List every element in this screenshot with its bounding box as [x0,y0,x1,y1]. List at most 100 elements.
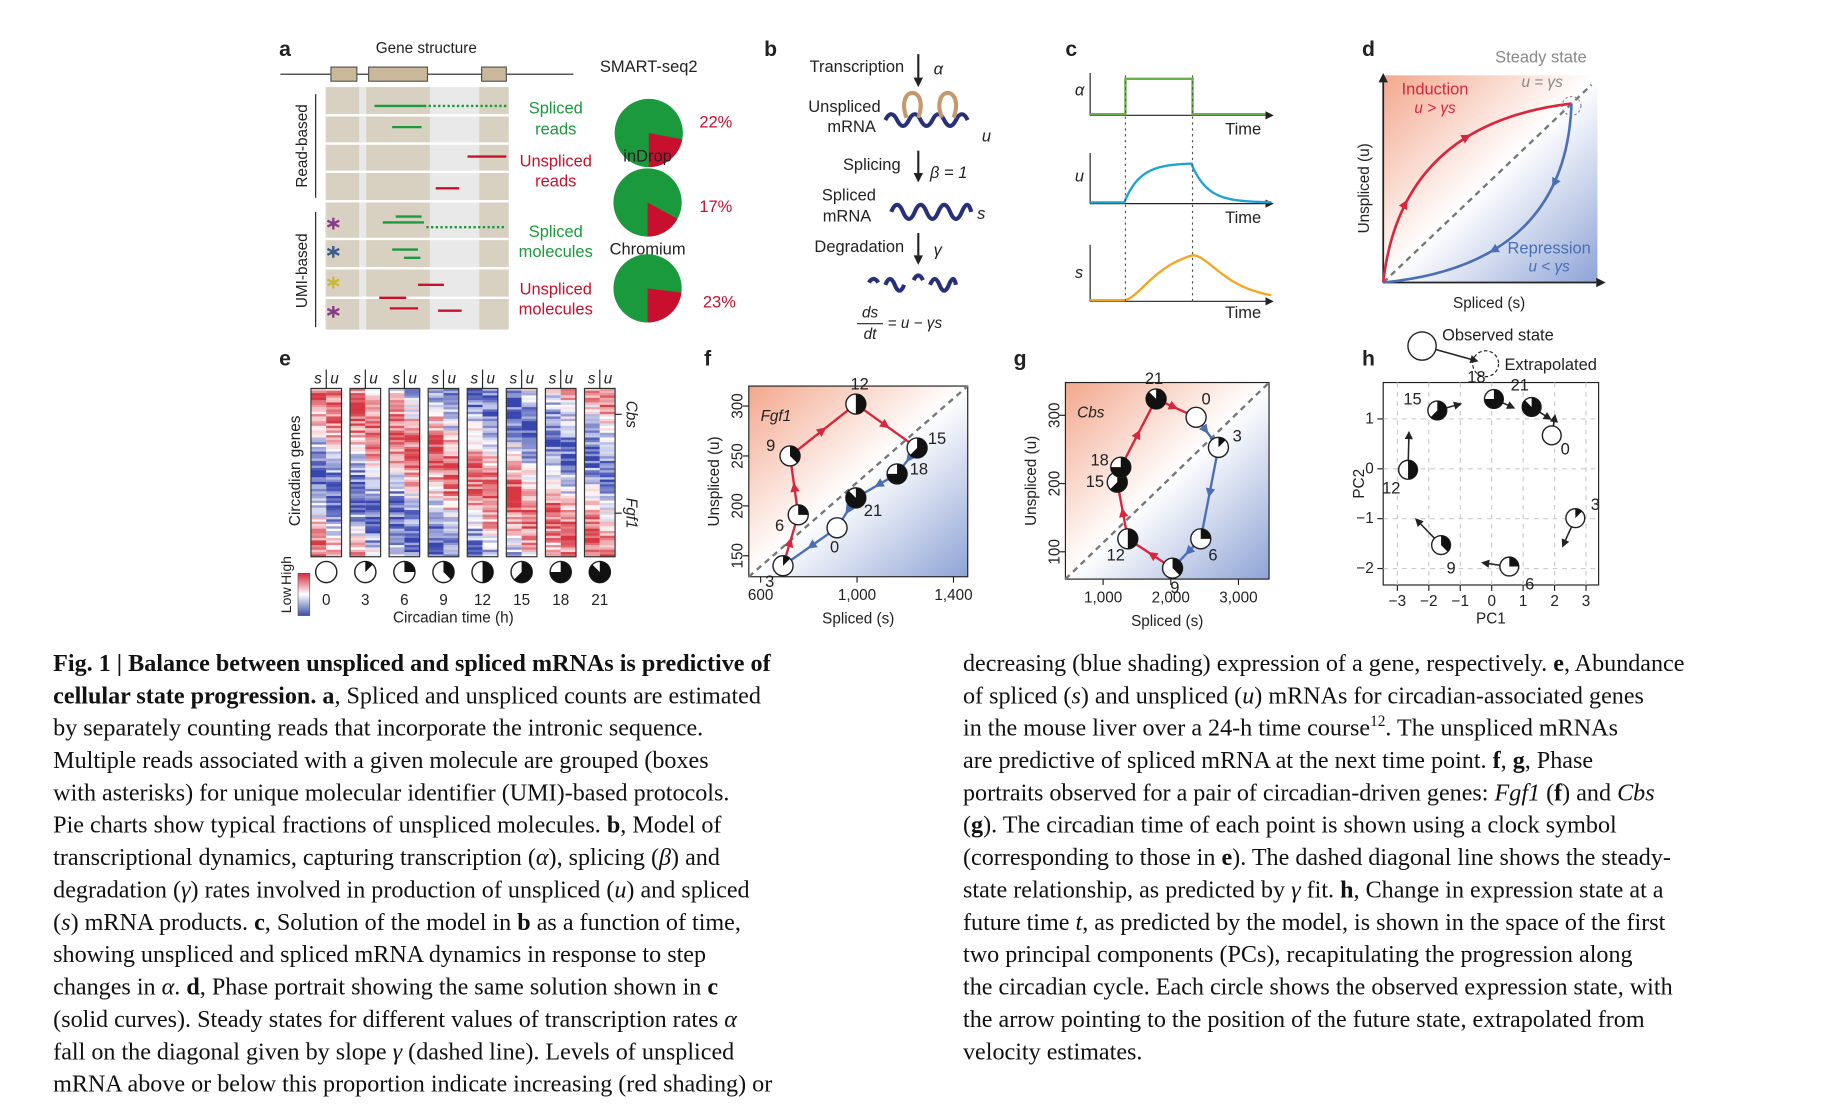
label: Spliced [529,99,583,117]
arrowhead [1265,111,1274,120]
heatmap-cell [310,554,327,558]
heatmap-cell [404,395,420,399]
heatmap-cell [506,477,522,481]
heatmap-cell [389,467,405,471]
heatmap-cell [389,488,405,492]
x-tick-label: −2 [1420,593,1437,610]
heatmap-cell [365,402,381,406]
heatmap-cell [482,528,498,532]
heatmap-cell [326,416,342,420]
heatmap-cell [599,460,616,464]
heatmap-cell [404,393,420,396]
clock [1117,528,1139,550]
heatmap-cell [326,481,342,485]
heatmap-cell [584,435,600,438]
heatmap-cell [506,481,522,485]
heatmap-cell [506,514,522,518]
caption-run: , Phase portrait showing the same soluti… [200,975,708,1001]
heatmap-cell [584,470,600,474]
time-label: 0 [322,592,331,609]
heatmap-cell [521,528,537,532]
heatmap-cell [467,423,483,427]
pie-unspliced [647,288,682,323]
label: s [353,371,361,388]
heatmap-cell [506,493,522,497]
exon [481,66,507,82]
heatmap-cell [389,524,405,527]
pie-unspliced [648,133,683,168]
label: Spliced [822,186,876,204]
heatmap-cell [443,542,459,546]
heatmap-cell [350,430,366,434]
label: Spliced [529,223,583,241]
heatmap-cell [521,479,537,483]
heatmap-cell [467,421,483,424]
caption-line: the arrow pointing to the position of th… [963,1007,1645,1033]
heatmap-cell [389,453,405,457]
heatmap-cell [365,388,381,392]
heatmap-cell [404,449,420,453]
heatmap-cell [599,451,616,455]
heatmap-cell [560,516,577,520]
heatmap-cell [404,388,420,392]
heatmap-cell [365,414,381,417]
heatmap-cell [599,516,616,520]
heatmap-cell [467,425,483,429]
label: u [565,371,574,388]
heatmap-cell [389,463,405,467]
heatmap-cell [584,500,600,504]
heatmap-cell [584,514,600,518]
caption-run: Fig. 1 | Balance between unspliced and s… [53,651,771,677]
trajectory [1381,102,1572,283]
caption-line: (corresponding to those in e). The dashe… [963,845,1671,871]
label: s [510,371,518,388]
fragment [911,273,925,282]
heatmap-cell [350,521,366,525]
heatmap-cell [404,477,420,481]
heatmap-cell [428,519,444,523]
caption-run: e [1221,845,1232,871]
heatmap-cell [545,393,561,396]
heatmap-cell [310,400,327,403]
heatmap-cell [545,502,561,506]
heatmap-cell [404,432,420,436]
heatmap-cell [467,458,483,462]
heatmap-cell [365,470,381,474]
heatmap-cell [545,547,561,551]
heatmap-cell [428,488,444,492]
heatmap-cell [443,416,459,420]
heatmap-cell [482,421,498,424]
heatmap-cell [482,467,498,471]
label: reads [535,172,576,190]
label: Spliced (s) [1131,613,1203,630]
heatmap-cell [350,507,366,511]
heatmap-cell [404,446,420,450]
heatmap-cell [443,535,459,539]
heatmap-cell [545,516,561,520]
heatmap-cell [389,507,405,511]
heatmap-cell [365,465,381,469]
arrowhead [1185,544,1196,555]
caption-run: cellular state progression. [53,683,322,709]
clock-fill [550,561,572,583]
heatmap-cell [389,526,405,530]
heatmap-cell [521,435,537,438]
heatmap-cell [584,397,600,401]
label: Splicing [843,156,901,174]
clock [1161,557,1184,579]
heatmap-cell [404,500,420,504]
heatmap-cell [467,446,483,450]
heatmap-cell [506,404,522,408]
time-label: 0 [1201,390,1210,408]
heatmap-cell [467,547,483,551]
heatmap-cell [365,467,381,471]
heatmap-cell [584,460,600,464]
heatmap-cell [560,545,577,548]
colorbar [297,572,311,616]
heatmap-cell [521,437,537,441]
heatmap-cell [389,545,405,548]
fragment [883,276,907,293]
heatmap-cell [404,524,420,527]
heatmap-cell [560,493,577,497]
clock [1483,388,1505,410]
